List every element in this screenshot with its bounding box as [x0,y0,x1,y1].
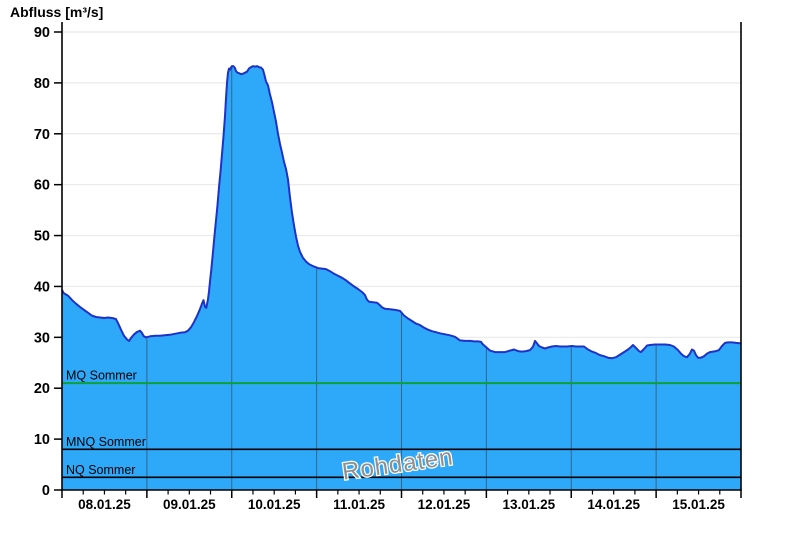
y-tick-label: 90 [34,25,50,41]
discharge-curve [61,65,742,360]
x-tick-label: 12.01.25 [418,497,471,512]
x-tick-label: 15.01.25 [672,497,725,512]
x-tick-label: 11.01.25 [333,497,385,512]
y-tick-label: 50 [34,229,50,245]
x-tick-label: 10.01.25 [248,497,301,512]
y-tick-label: 0 [42,483,50,499]
reference-line-label: MNQ Sommer [66,435,146,449]
y-tick-label: 10 [34,432,50,448]
x-tick-label: 13.01.25 [503,497,556,512]
y-tick-label: 80 [34,76,50,92]
y-tick-label: 30 [34,330,50,346]
y-tick-label: 40 [34,279,50,295]
reference-line-label: MQ Sommer [66,369,137,383]
reference-line-label: NQ Sommer [66,463,135,477]
x-tick-label: 14.01.25 [587,497,640,512]
y-tick-label: 70 [34,127,50,143]
chart-title: Abfluss [m³/s] [10,4,104,20]
x-tick-label: 09.01.25 [163,497,216,512]
x-tick-label: 08.01.25 [78,497,131,512]
y-tick-label: 20 [34,381,50,397]
y-tick-label: 60 [34,178,50,194]
